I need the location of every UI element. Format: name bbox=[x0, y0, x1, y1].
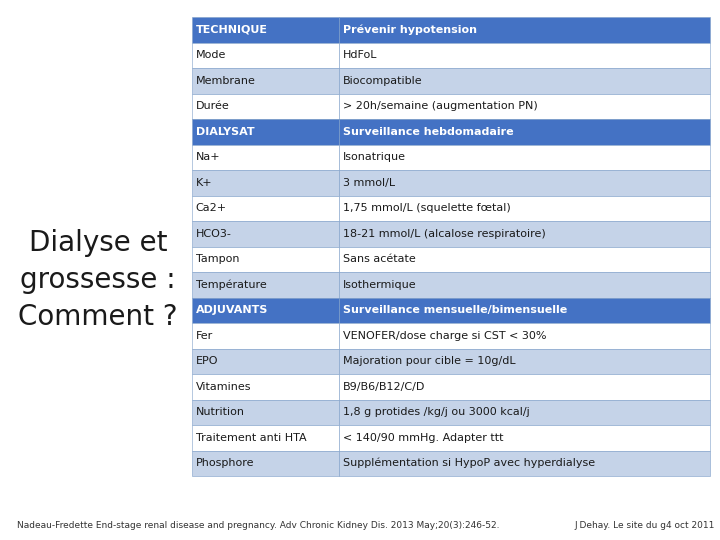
Text: Mode: Mode bbox=[196, 50, 226, 60]
Bar bbox=[192, 68, 339, 93]
Text: Nadeau-Fredette End-stage renal disease and pregnancy. Adv Chronic Kidney Dis. 2: Nadeau-Fredette End-stage renal disease … bbox=[17, 521, 499, 530]
Bar bbox=[192, 374, 339, 400]
Bar bbox=[339, 17, 710, 43]
Bar bbox=[339, 400, 710, 425]
Bar bbox=[339, 68, 710, 93]
Text: Isothermique: Isothermique bbox=[343, 280, 417, 290]
Text: 18-21 mmol/L (alcalose respiratoire): 18-21 mmol/L (alcalose respiratoire) bbox=[343, 229, 546, 239]
Bar bbox=[192, 450, 339, 476]
Text: K+: K+ bbox=[196, 178, 212, 188]
Text: Supplémentation si HypoP avec hyperdialyse: Supplémentation si HypoP avec hyperdialy… bbox=[343, 458, 595, 469]
Text: B9/B6/B12/C/D: B9/B6/B12/C/D bbox=[343, 382, 426, 392]
Text: DIALYSAT: DIALYSAT bbox=[196, 127, 254, 137]
Text: Majoration pour cible = 10g/dL: Majoration pour cible = 10g/dL bbox=[343, 356, 516, 366]
Text: Température: Température bbox=[196, 280, 266, 290]
Text: Sans acétate: Sans acétate bbox=[343, 254, 416, 264]
Bar bbox=[192, 43, 339, 68]
Bar bbox=[192, 323, 339, 348]
Text: Tampon: Tampon bbox=[196, 254, 239, 264]
Bar bbox=[192, 170, 339, 195]
Text: Surveillance mensuelle/bimensuelle: Surveillance mensuelle/bimensuelle bbox=[343, 305, 567, 315]
Bar bbox=[339, 272, 710, 298]
Text: Dialyse et
grossesse :
Comment ?: Dialyse et grossesse : Comment ? bbox=[19, 229, 178, 331]
Bar bbox=[339, 298, 710, 323]
Bar bbox=[339, 348, 710, 374]
Bar bbox=[192, 119, 339, 145]
Bar bbox=[192, 348, 339, 374]
Bar bbox=[339, 195, 710, 221]
Bar bbox=[339, 43, 710, 68]
Text: EPO: EPO bbox=[196, 356, 218, 366]
Text: Membrane: Membrane bbox=[196, 76, 256, 86]
Text: HdFoL: HdFoL bbox=[343, 50, 378, 60]
Text: Fer: Fer bbox=[196, 330, 213, 341]
Bar bbox=[192, 145, 339, 170]
Text: Nutrition: Nutrition bbox=[196, 407, 245, 417]
Bar bbox=[192, 221, 339, 246]
Text: Surveillance hebdomadaire: Surveillance hebdomadaire bbox=[343, 127, 514, 137]
Bar bbox=[339, 145, 710, 170]
Bar bbox=[339, 221, 710, 246]
Text: Na+: Na+ bbox=[196, 152, 220, 162]
Bar bbox=[192, 298, 339, 323]
Text: 3 mmol/L: 3 mmol/L bbox=[343, 178, 395, 188]
Bar bbox=[339, 323, 710, 348]
Text: TECHNIQUE: TECHNIQUE bbox=[196, 25, 268, 35]
Bar bbox=[339, 119, 710, 145]
Bar bbox=[192, 272, 339, 298]
Text: < 140/90 mmHg. Adapter ttt: < 140/90 mmHg. Adapter ttt bbox=[343, 433, 504, 443]
Bar bbox=[339, 93, 710, 119]
Text: Prévenir hypotension: Prévenir hypotension bbox=[343, 24, 477, 35]
Text: Ca2+: Ca2+ bbox=[196, 203, 227, 213]
Text: > 20h/semaine (augmentation PN): > 20h/semaine (augmentation PN) bbox=[343, 102, 538, 111]
Text: Isonatrique: Isonatrique bbox=[343, 152, 406, 162]
Text: Phosphore: Phosphore bbox=[196, 458, 254, 468]
Bar bbox=[192, 246, 339, 272]
Bar bbox=[192, 195, 339, 221]
Bar bbox=[192, 400, 339, 425]
Bar bbox=[192, 17, 339, 43]
Text: 1,75 mmol/L (squelette fœtal): 1,75 mmol/L (squelette fœtal) bbox=[343, 203, 511, 213]
Text: ADJUVANTS: ADJUVANTS bbox=[196, 305, 268, 315]
Text: Traitement anti HTA: Traitement anti HTA bbox=[196, 433, 306, 443]
Text: 1,8 g protides /kg/j ou 3000 kcal/j: 1,8 g protides /kg/j ou 3000 kcal/j bbox=[343, 407, 530, 417]
Bar bbox=[192, 425, 339, 450]
Text: Biocompatible: Biocompatible bbox=[343, 76, 423, 86]
Bar bbox=[339, 425, 710, 450]
Bar bbox=[339, 170, 710, 195]
Text: VENOFER/dose charge si CST < 30%: VENOFER/dose charge si CST < 30% bbox=[343, 330, 547, 341]
Bar bbox=[339, 450, 710, 476]
Bar bbox=[339, 374, 710, 400]
Text: Durée: Durée bbox=[196, 102, 230, 111]
Text: J Dehay. Le site du g4 oct 2011: J Dehay. Le site du g4 oct 2011 bbox=[575, 521, 715, 530]
Text: HCO3-: HCO3- bbox=[196, 229, 231, 239]
Text: Vitamines: Vitamines bbox=[196, 382, 251, 392]
Bar bbox=[339, 246, 710, 272]
Bar bbox=[192, 93, 339, 119]
